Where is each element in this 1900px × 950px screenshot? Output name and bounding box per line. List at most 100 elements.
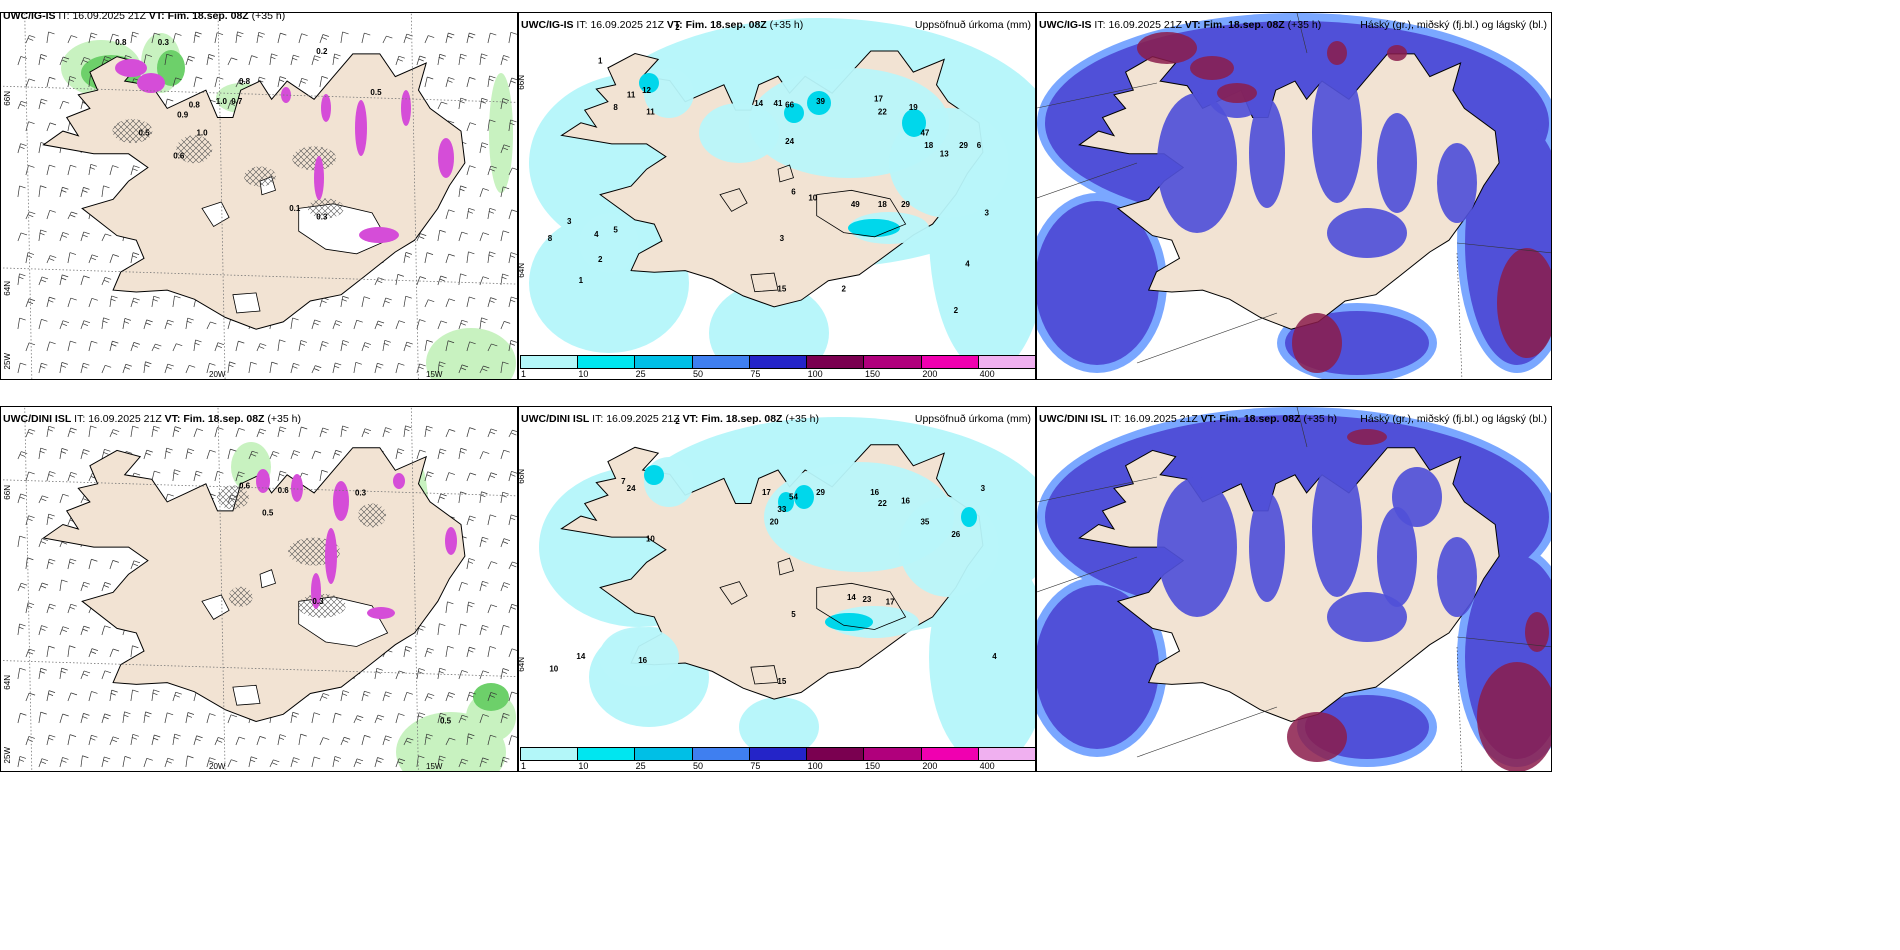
precip-area-heavy — [325, 528, 337, 584]
value-label: 19 — [909, 103, 918, 112]
panel-header: UWC/IG-IS IT: 16.09.2025 21Z VT: Fim. 18… — [1039, 18, 1547, 32]
precip-area-heavy — [367, 607, 395, 619]
colorbar-swatch — [635, 356, 693, 368]
glacier-outline — [259, 569, 276, 589]
accumulated-precip-light — [739, 697, 819, 747]
longitude-line — [410, 13, 419, 379]
glacier-outline — [816, 582, 907, 630]
colorbar-tick-label: 10 — [578, 369, 589, 379]
axis-label: 20W — [209, 370, 226, 379]
precip-area-heavy — [355, 100, 367, 156]
accumulated-precip-moderate — [644, 465, 664, 485]
value-label: 33 — [777, 505, 786, 514]
colorbar-swatch — [521, 748, 579, 760]
precip-area-heavy — [321, 94, 331, 122]
value-label: 6 — [977, 141, 982, 150]
forecast-map — [1037, 13, 1551, 379]
value-label: 16 — [901, 497, 910, 506]
precip-area-heavy — [438, 138, 454, 178]
axis-label: 66N — [518, 469, 526, 484]
axis-label: 25W — [3, 353, 12, 370]
high-cloud-area — [1497, 248, 1551, 358]
value-label: 0.9 — [177, 110, 189, 119]
value-label: 29 — [816, 488, 825, 497]
panel-header: UWC/IG-IS IT: 16.09.2025 21Z VT: Fim. 18… — [521, 18, 1031, 32]
model-name: UWC/IG-IS — [1039, 19, 1092, 31]
value-label: 41 — [774, 99, 783, 108]
value-label: 4 — [594, 230, 599, 239]
value-label: 16 — [638, 656, 647, 665]
map-border-lines — [1037, 407, 1551, 771]
value-label: 3 — [985, 209, 990, 218]
value-label: 1 — [579, 276, 584, 285]
crosshatch-area — [358, 503, 387, 528]
colorbar-ticks: 1 10 25 50 75 100 150 200 400 — [520, 761, 1035, 771]
valid-time: Fim. 18.sep. 08Z — [685, 19, 767, 31]
valid-time: Fim. 18.sep. 08Z — [183, 413, 265, 425]
panel-header: UWC/DINI ISL IT: 16.09.2025 21Z VT: Fim.… — [521, 412, 1031, 426]
value-label: 18 — [878, 200, 887, 209]
precip-area-heavy — [359, 227, 399, 243]
lead-time: (+35 h) — [267, 413, 301, 425]
value-label: 13 — [940, 150, 949, 159]
accumulated-precip-moderate — [848, 219, 900, 237]
precip-colorbar — [520, 355, 1035, 369]
colorbar-swatch — [978, 356, 1035, 368]
init-time-label: IT: — [1094, 19, 1106, 31]
model-name: UWC/IG-IS — [3, 12, 56, 22]
panel-header: UWC/DINI ISL IT: 16.09.2025 21Z VT: Fim.… — [3, 412, 513, 426]
colorbar-swatch — [978, 748, 1035, 760]
value-label: 2 — [598, 255, 603, 264]
high-cloud-area — [1292, 313, 1342, 373]
value-label: 0.7 — [231, 97, 243, 106]
init-time-label: IT: — [1110, 413, 1122, 425]
value-label: 20 — [770, 518, 779, 527]
valid-time: Fim. 18.sep. 08Z — [167, 12, 249, 22]
valid-time-label: VT: — [164, 413, 181, 425]
value-label: 12 — [642, 86, 651, 95]
axis-label: 25W — [3, 747, 12, 764]
value-label: 22 — [878, 107, 887, 116]
latitude-line — [1, 267, 517, 285]
axis-label: 66N — [518, 75, 526, 90]
mid-cloud-area — [1249, 98, 1285, 208]
valid-time-label: VT: — [1184, 19, 1201, 31]
panel-header: UWC/IG-IS IT: 16.09.2025 21Z VT: Fim. 18… — [3, 12, 513, 23]
value-label: 2 — [954, 306, 959, 315]
colorbar-tick-label: 100 — [807, 761, 823, 771]
valid-time: Fim. 18.sep. 08Z — [1203, 19, 1285, 31]
mid-cloud-area — [1327, 592, 1407, 642]
forecast-map — [1037, 407, 1551, 771]
glacier-outline — [750, 272, 779, 293]
precip-area-heavy — [314, 156, 324, 200]
init-time-label: IT: — [592, 413, 604, 425]
lead-time: (+35 h) — [1287, 19, 1322, 31]
axis-label: 64N — [518, 263, 526, 278]
mid-cloud-area — [1377, 507, 1417, 607]
glacier-outline — [750, 665, 779, 685]
value-label: 3 — [567, 217, 572, 226]
precip-area-light — [489, 73, 513, 193]
glacier-outline — [719, 188, 748, 212]
colorbar-swatch — [692, 356, 750, 368]
graticule — [1, 407, 517, 771]
model-name: UWC/DINI ISL — [521, 413, 590, 425]
crosshatch-area — [297, 593, 346, 618]
value-label: 1 — [598, 57, 603, 66]
value-label: 15 — [777, 677, 786, 686]
colorbar-swatch — [578, 356, 636, 368]
panel-variable-title: Uppsöfnuð úrkoma (mm) — [914, 413, 1031, 425]
accumulated-precip-moderate — [961, 507, 977, 527]
value-label: 14 — [576, 652, 585, 661]
value-label: 2 — [675, 417, 680, 426]
precip-value-labels: 0.8 0.30.20.80.50.8 1.0 0.71.00.60.50.90.30… — [115, 38, 382, 221]
value-label: 24 — [627, 484, 636, 493]
colorbar-swatch — [921, 748, 979, 760]
value-label: 1.0 — [196, 129, 208, 138]
colorbar-tick-label: 50 — [693, 369, 704, 379]
colorbar-tick-label: 75 — [750, 761, 761, 771]
colorbar-ticks: 1 10 25 50 75 100 150 200 400 — [520, 369, 1035, 379]
value-label: 17 — [874, 95, 883, 104]
value-label: 10 — [808, 193, 817, 202]
mid-cloud-area — [1312, 457, 1362, 597]
